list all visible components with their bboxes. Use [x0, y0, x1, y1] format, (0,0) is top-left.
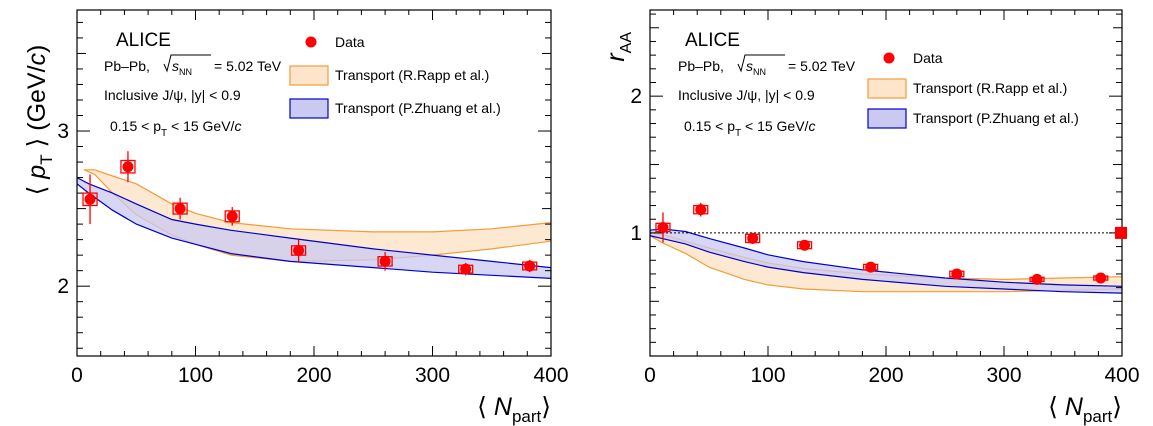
x-axis-subscript: part	[512, 407, 542, 426]
x-tick-label: 400	[533, 364, 568, 387]
sqrt-sign	[163, 54, 211, 73]
global-uncertainty-box	[1115, 226, 1127, 239]
x-tick-label: 300	[986, 364, 1021, 387]
pt-range-tail: < 15 GeV/	[741, 118, 808, 134]
data-point	[379, 255, 391, 267]
data-point	[695, 204, 707, 216]
legend-rapp-swatch	[867, 78, 907, 99]
y-tick-label: 2	[630, 85, 642, 108]
data-point	[226, 210, 238, 222]
selection-label: Inclusive J/ψ, |y| < 0.9	[678, 87, 815, 103]
system-label: Pb–Pb,	[678, 58, 724, 74]
legend-zhuang-label: Transport (P.Zhuang et al.)	[913, 110, 1079, 126]
legend-data-marker	[883, 52, 895, 64]
x-tick-label: 0	[644, 364, 656, 387]
pt-range-start: 0.15 < p	[684, 118, 735, 134]
data-point	[657, 221, 669, 233]
experiment-label: ALICE	[685, 30, 740, 51]
zhuang-transport-band	[650, 228, 1122, 294]
y-axis-symbol: r	[602, 52, 630, 62]
data-point	[951, 268, 963, 280]
legend-rapp-swatch	[289, 65, 329, 86]
legend-rapp-label: Transport (R.Rapp et al.)	[335, 67, 489, 83]
legend-zhuang-swatch	[289, 98, 329, 119]
legend-data-label: Data	[335, 34, 365, 50]
y-axis-subscript: T	[37, 154, 56, 164]
x-tick-label: 400	[1104, 364, 1139, 387]
legend-data-marker	[305, 36, 317, 48]
x-tick-label: 300	[415, 364, 450, 387]
legend-zhuang-swatch	[867, 108, 907, 129]
data-point	[293, 244, 305, 256]
energy-label: = 5.02 TeV	[214, 58, 282, 74]
y-axis-symbol: p	[23, 165, 51, 180]
y-axis-title: ⟨ pT ⟩ (GeV/c)	[23, 45, 56, 196]
experiment-label: ALICE	[116, 30, 171, 51]
data-point	[460, 263, 472, 275]
pt-range-tail: < 15 GeV/	[167, 118, 234, 134]
x-tick-label: 0	[71, 364, 83, 387]
sqrt-s-symbol: sNN	[746, 58, 766, 77]
y-axis-subscript: AA	[618, 32, 635, 54]
sqrt-s-symbol: sNN	[172, 58, 192, 77]
zhuang-transport-band	[77, 176, 551, 280]
right-panel-raa: 0 100 200 300 400 1 2 rAA ⟨ Npart⟩ ALICE Pb–Pb, sNN…	[602, 9, 1140, 426]
data-point	[84, 193, 96, 205]
y-axis-title: rAA	[602, 32, 635, 62]
x-axis-subscript: part	[1083, 407, 1113, 426]
y-tick-label: 1	[630, 222, 642, 245]
x-axis-symbol: N	[494, 393, 513, 421]
data-point	[747, 232, 759, 244]
sqrt-sign	[737, 54, 785, 73]
x-tick-label: 100	[750, 364, 785, 387]
x-axis-symbol: N	[1065, 393, 1084, 421]
left-panel-mean-pt: 0 100 200 300 400 2 3⟨ pT ⟩ (GeV/c) ⟨ Npart⟩ ALI…	[23, 9, 569, 426]
data-point	[174, 203, 186, 215]
pt-range-label: 0.15 < pT < 15 GeV/c	[684, 118, 815, 139]
data-point	[1095, 272, 1107, 284]
selection-label: Inclusive J/ψ, |y| < 0.9	[104, 87, 241, 103]
x-axis-title: ⟨ Npart⟩	[477, 393, 551, 426]
y-axis-unit: (GeV/	[23, 65, 51, 137]
data-point	[865, 261, 877, 273]
pt-range-label: 0.15 < pT < 15 GeV/c	[110, 118, 241, 139]
legend-data-label: Data	[913, 50, 943, 66]
y-tick-label: 2	[57, 275, 69, 298]
data-point	[524, 260, 536, 272]
pt-range-start: 0.15 < p	[110, 118, 161, 134]
x-axis-title: ⟨ Npart⟩	[1048, 393, 1122, 426]
x-tick-label: 200	[868, 364, 903, 387]
y-tick-label: 3	[57, 120, 69, 143]
energy-label: = 5.02 TeV	[788, 58, 856, 74]
system-label: Pb–Pb,	[104, 58, 150, 74]
x-tick-label: 100	[178, 364, 213, 387]
data-point	[799, 239, 811, 251]
legend-rapp-label: Transport (R.Rapp et al.)	[913, 80, 1067, 96]
legend-zhuang-label: Transport (P.Zhuang et al.)	[335, 100, 501, 116]
data-point	[122, 161, 134, 173]
data-point	[1031, 273, 1043, 285]
x-tick-label: 200	[296, 364, 331, 387]
